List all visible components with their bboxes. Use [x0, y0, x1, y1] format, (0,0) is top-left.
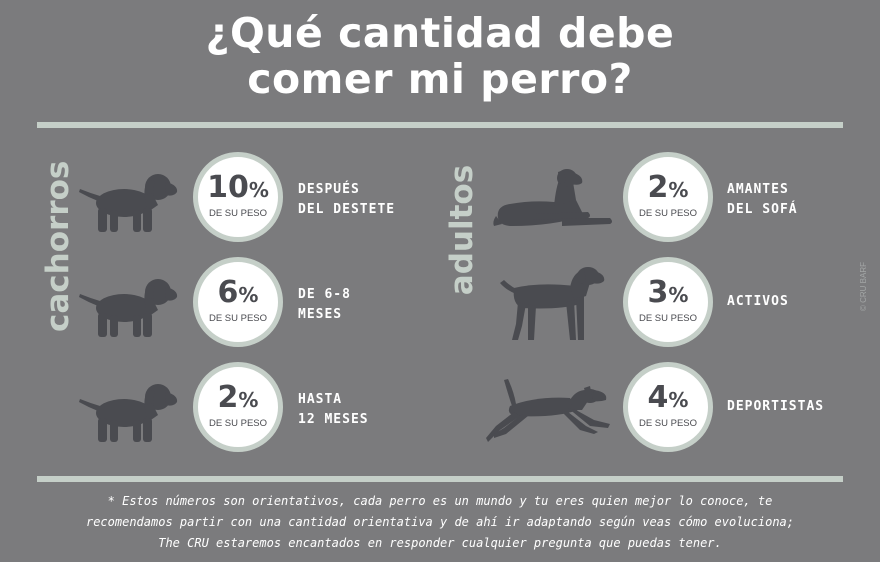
percentage-caption: DE SU PESO — [638, 418, 698, 429]
percentage-value: 2% — [647, 170, 689, 205]
percentage-value: 10% — [207, 170, 269, 205]
stage-description: DESPUÉS DEL DESTETE — [298, 180, 395, 220]
puppy-standing-icon — [79, 174, 178, 232]
percentage-caption: DE SU PESO — [638, 208, 698, 219]
percentage-circle: 4% DE SU PESO — [623, 362, 713, 452]
footnote: * Estos números son orientativos, cada p… — [20, 491, 860, 554]
stage-description: DE 6-8 MESES — [298, 285, 351, 325]
description-line: AMANTES — [727, 182, 789, 197]
description-line: DEL SOFÁ — [727, 202, 798, 217]
percentage-value: 4% — [647, 380, 689, 415]
percentage-caption: DE SU PESO — [208, 418, 268, 429]
dog-lying-icon — [493, 169, 612, 226]
copyright-notice: © CRU BARF — [859, 261, 868, 311]
percentage-caption: DE SU PESO — [208, 208, 268, 219]
title-line-1: ¿Qué cantidad debe — [205, 9, 675, 57]
title-line-2: comer mi perro? — [247, 55, 633, 103]
stage-description: AMANTES DEL SOFÁ — [727, 180, 798, 220]
description-line: DEPORTISTAS — [727, 399, 825, 414]
footnote-line: recomendamos partir con una cantidad ori… — [85, 515, 794, 529]
percentage-circle: 6% DE SU PESO — [193, 257, 283, 347]
top-divider — [37, 122, 843, 128]
dog-running-icon — [486, 379, 610, 442]
stage-description: HASTA 12 MESES — [298, 390, 369, 430]
description-line: DE 6-8 — [298, 287, 351, 302]
section-label-puppies: cachorros — [40, 160, 76, 332]
percentage-value: 3% — [647, 275, 689, 310]
percentage-value: 2% — [217, 380, 259, 415]
percentage-caption: DE SU PESO — [638, 313, 698, 324]
percentage-value: 6% — [217, 275, 259, 310]
bottom-divider — [37, 476, 843, 482]
description-line: MESES — [298, 307, 343, 322]
percentage-circle: 10% DE SU PESO — [193, 152, 283, 242]
percentage-circle: 3% DE SU PESO — [623, 257, 713, 347]
puppy-standing-icon — [79, 384, 178, 442]
percentage-circle: 2% DE SU PESO — [193, 362, 283, 452]
section-label-adults: adultos — [444, 164, 480, 296]
footnote-line: The CRU estaremos encantados en responde… — [158, 536, 722, 550]
stage-description: DEPORTISTAS — [727, 397, 824, 417]
description-line: 12 MESES — [298, 412, 369, 427]
puppy-standing-icon — [79, 279, 178, 337]
description-line: DEL DESTETE — [298, 202, 396, 217]
footnote-line: * Estos números son orientativos, cada p… — [107, 494, 773, 508]
page-title: ¿Qué cantidad debe comer mi perro? — [0, 10, 880, 102]
stage-description: ACTIVOS — [727, 292, 789, 312]
percentage-caption: DE SU PESO — [208, 313, 268, 324]
dog-standing-icon — [500, 267, 605, 340]
description-line: DESPUÉS — [298, 182, 360, 197]
percentage-circle: 2% DE SU PESO — [623, 152, 713, 242]
description-line: ACTIVOS — [727, 294, 789, 309]
description-line: HASTA — [298, 392, 343, 407]
